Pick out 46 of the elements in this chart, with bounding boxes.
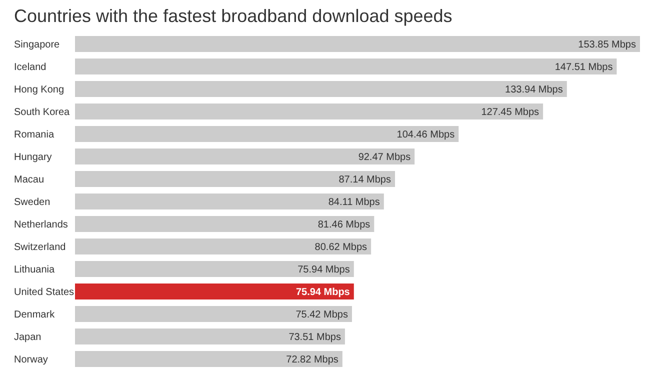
data-label: 75.42 Mbps bbox=[296, 310, 348, 320]
y-tick-label: Singapore bbox=[14, 40, 60, 50]
bar bbox=[75, 36, 640, 52]
data-label: 75.94 Mbps bbox=[296, 287, 350, 298]
y-tick-label: Norway bbox=[14, 354, 48, 366]
data-label: 153.85 Mbps bbox=[578, 40, 636, 50]
y-tick-label: United States bbox=[14, 287, 74, 298]
data-label: 84.11 Mbps bbox=[328, 197, 380, 208]
data-label: 81.46 Mbps bbox=[318, 220, 370, 230]
bar bbox=[75, 284, 354, 300]
bar bbox=[75, 58, 617, 74]
y-tick-label: Lithuania bbox=[14, 264, 56, 276]
bar bbox=[75, 104, 544, 120]
y-tick-label: Hungary bbox=[14, 152, 52, 163]
data-label: 147.51 Mbps bbox=[554, 62, 613, 73]
y-tick-label: Denmark bbox=[14, 310, 56, 320]
data-label: 80.62 Mbps bbox=[314, 242, 368, 253]
data-label: 73.51 Mbps bbox=[288, 332, 341, 343]
y-tick-label: Japan bbox=[14, 332, 42, 343]
data-label: 133.94 Mbps bbox=[505, 84, 563, 96]
y-tick-label: Romania bbox=[14, 130, 54, 140]
data-label: 104.46 Mbps bbox=[396, 130, 455, 140]
data-label: 75.94 Mbps bbox=[298, 264, 350, 276]
bar bbox=[75, 148, 415, 164]
bar bbox=[75, 306, 352, 322]
bar bbox=[75, 351, 342, 367]
y-tick-label: Hong Kong bbox=[14, 84, 64, 96]
bar bbox=[75, 261, 354, 277]
bar bbox=[75, 238, 372, 254]
y-tick-label: Switzerland bbox=[14, 242, 66, 253]
y-tick-label: Sweden bbox=[14, 197, 50, 208]
bar bbox=[75, 126, 459, 142]
y-tick-label: Netherlands bbox=[14, 220, 68, 230]
data-label: 72.82 Mbps bbox=[286, 354, 338, 366]
data-label: 127.45 Mbps bbox=[481, 107, 540, 118]
bar bbox=[75, 81, 567, 97]
y-tick-label: South Korea bbox=[14, 107, 70, 118]
bar bbox=[75, 194, 384, 210]
y-tick-label: Iceland bbox=[14, 62, 46, 73]
chart-title: Countries with the fastest broadband download speeds bbox=[14, 6, 452, 26]
y-tick-label: Macau bbox=[14, 174, 44, 186]
bar bbox=[75, 328, 345, 344]
bar bbox=[75, 171, 396, 187]
data-label: 92.47 Mbps bbox=[358, 152, 411, 163]
bar bbox=[75, 216, 374, 232]
data-label: 87.14 Mbps bbox=[338, 174, 392, 186]
